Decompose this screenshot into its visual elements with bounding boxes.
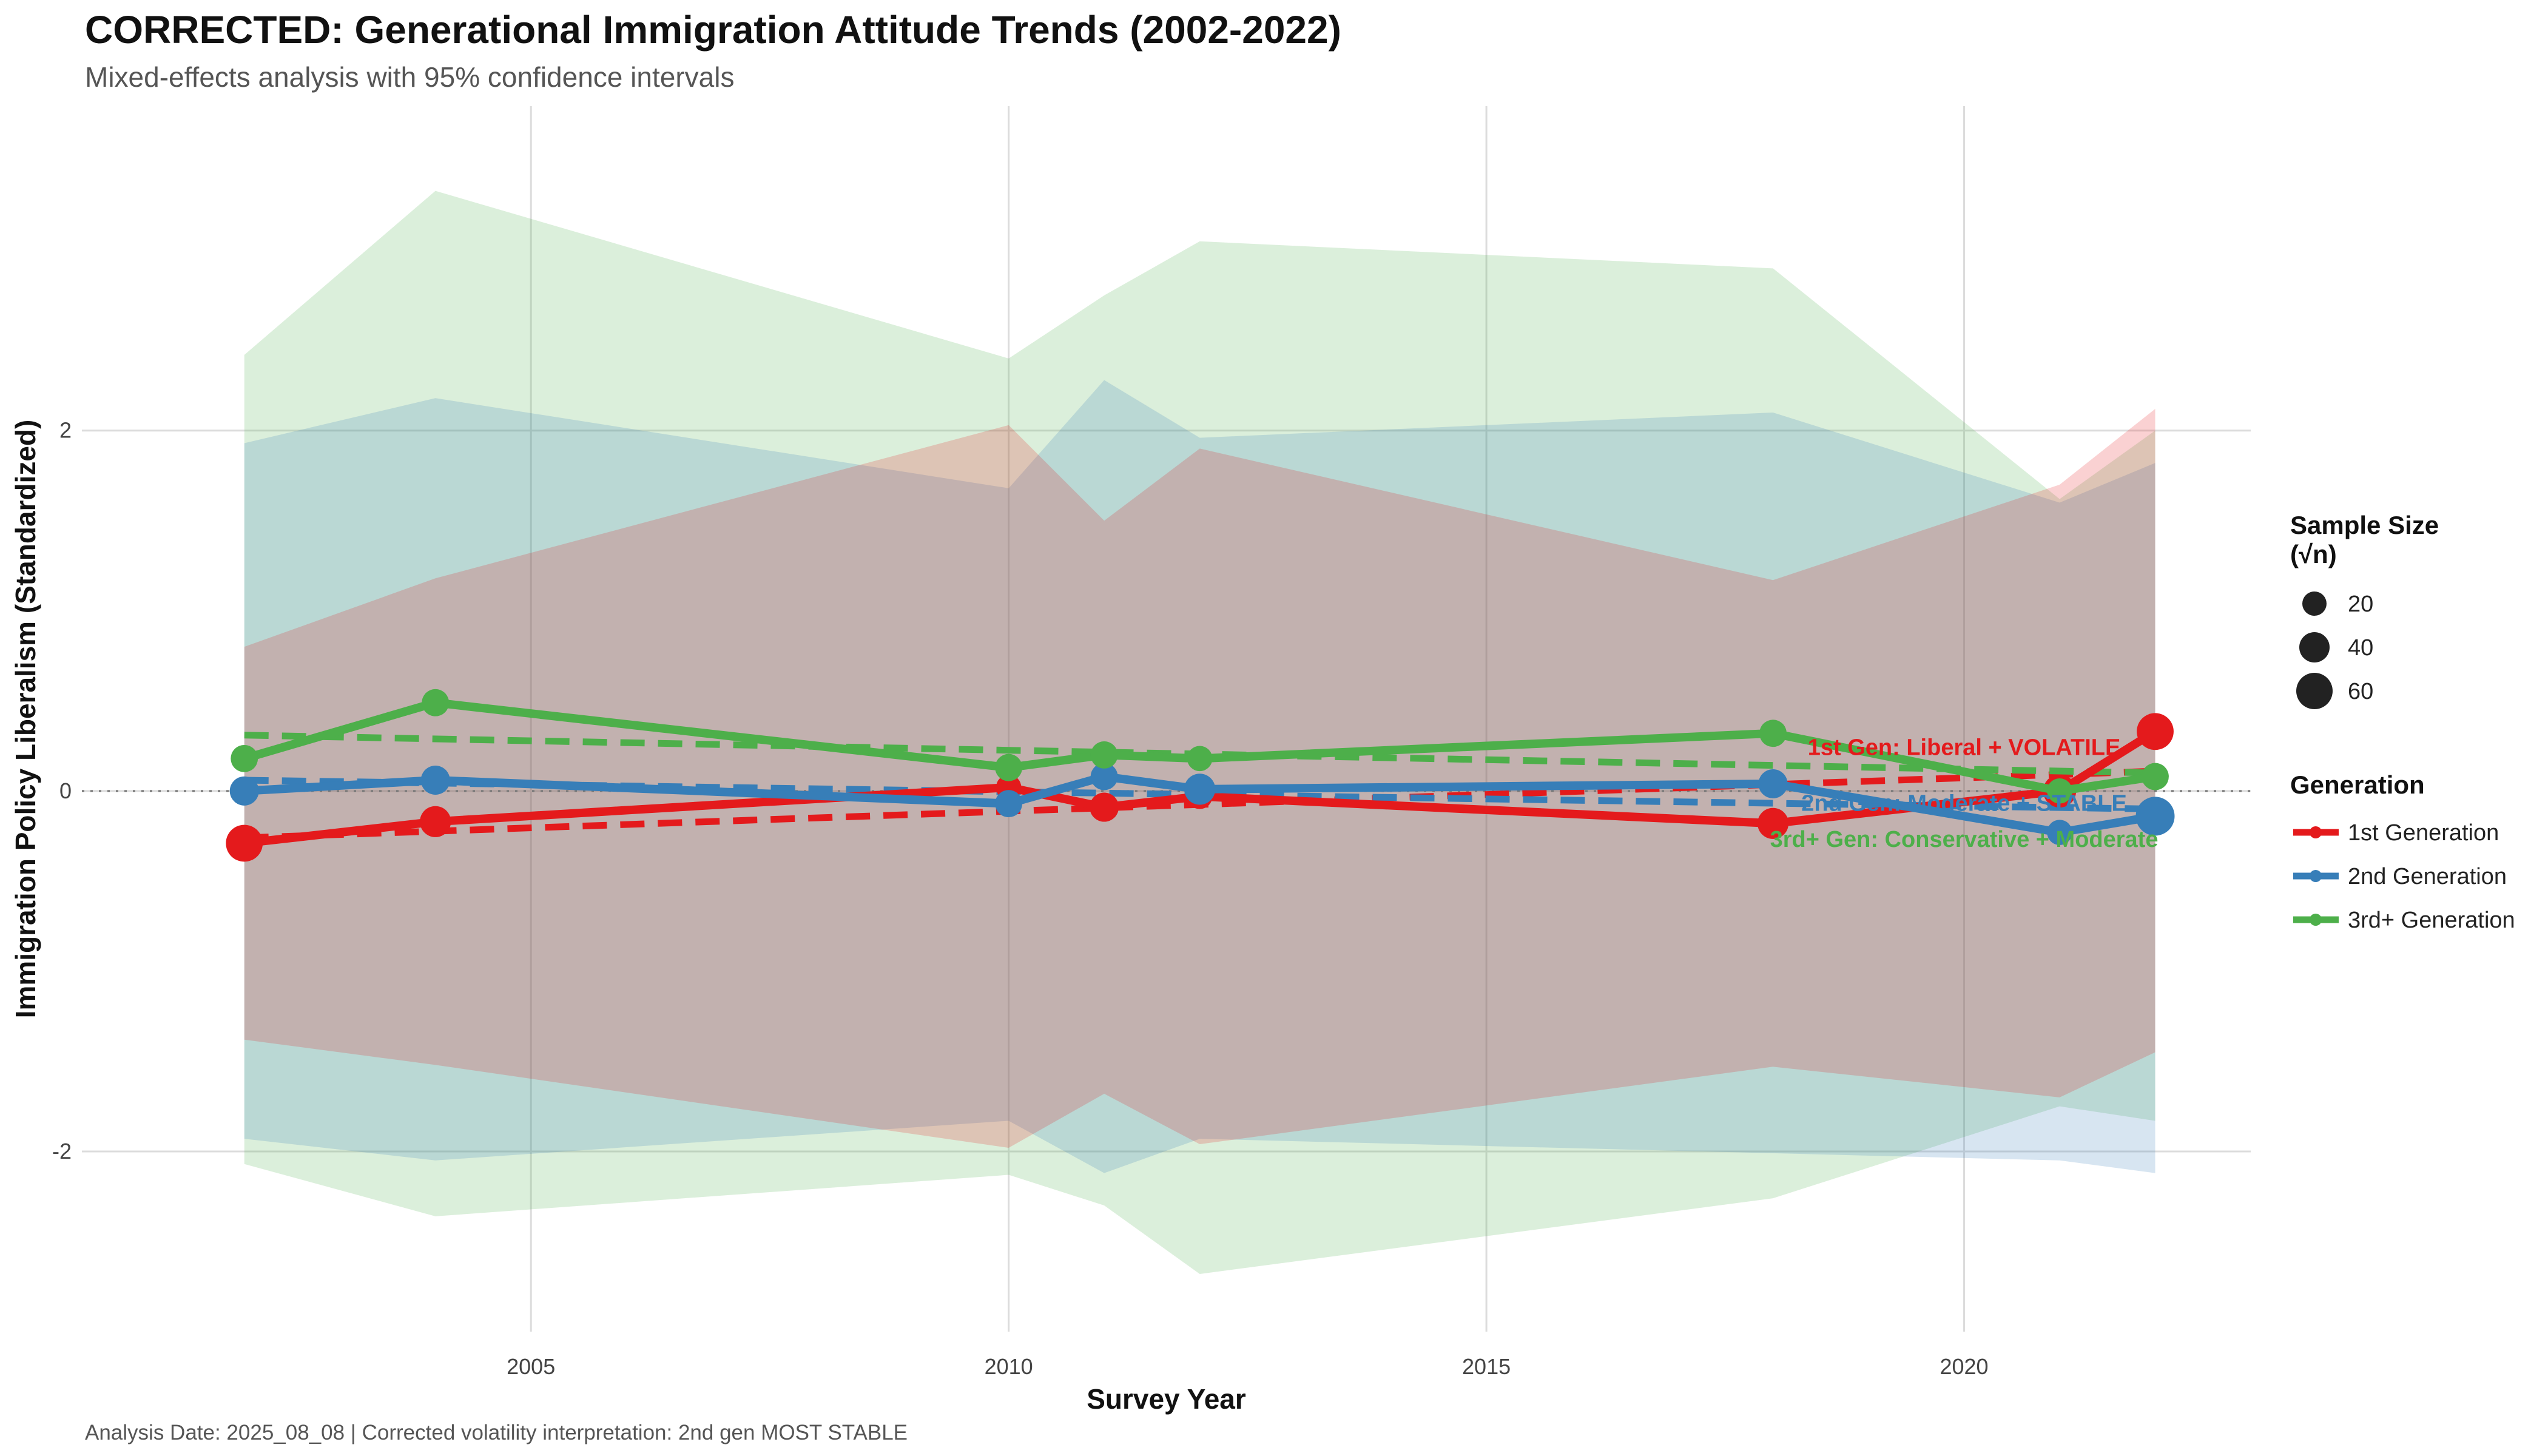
size-legend-label: 40: [2348, 635, 2373, 661]
data-point: [420, 806, 451, 837]
y-tick-label: -2: [52, 1139, 72, 1164]
data-point: [226, 824, 263, 862]
series-2: [229, 763, 2175, 845]
data-point: [1758, 769, 1788, 798]
color-legend-key-dot: [2310, 914, 2322, 926]
confidence-ribbons: [244, 190, 2155, 1274]
size-legend-key: [2302, 592, 2327, 616]
color-legend-key-dot: [2310, 826, 2322, 838]
size-legend: Sample Size(√n) 20 40 60: [2290, 511, 2439, 709]
chart-caption: Analysis Date: 2025_08_08 | Corrected vo…: [85, 1421, 908, 1444]
data-point: [231, 744, 258, 772]
color-legend: Generation 1st Generation 2nd Generation 3r…: [2290, 770, 2515, 933]
series-line: [240, 698, 2160, 795]
data-point: [1759, 720, 1787, 747]
size-legend-title: Sample Size: [2290, 511, 2439, 539]
x-tick-label: 2005: [507, 1354, 555, 1379]
color-legend-title: Generation: [2290, 770, 2425, 799]
data-point: [2142, 763, 2169, 790]
ci-ribbon-3: [244, 190, 2155, 1274]
data-point: [420, 766, 450, 795]
color-legend-label: 3rd+ Generation: [2348, 908, 2515, 933]
data-point: [995, 753, 1023, 781]
series-3: [231, 689, 2169, 804]
size-legend-title: (√n): [2290, 540, 2337, 568]
color-legend-label: 2nd Generation: [2348, 864, 2507, 889]
y-axis-title: Immigration Policy Liberalism (Standardi…: [10, 420, 41, 1019]
y-tick-label: 2: [59, 418, 72, 443]
series-line: [240, 772, 2160, 837]
x-tick-label: 2020: [1940, 1354, 1988, 1379]
data-point: [1184, 774, 1216, 805]
color-legend-key-dot: [2310, 870, 2322, 882]
data-point: [1090, 763, 1118, 790]
data-point: [1090, 792, 1119, 822]
chart-title: CORRECTED: Generational Immigration Atti…: [85, 8, 1341, 52]
size-legend-label: 60: [2348, 679, 2373, 704]
data-point: [1757, 807, 1789, 839]
annotation-1: 1st Gen: Liberal + VOLATILE: [1808, 735, 2121, 760]
size-legend-label: 20: [2348, 592, 2373, 617]
series-line: [240, 727, 2160, 848]
x-axis-title: Survey Year: [1087, 1383, 1246, 1415]
data-point: [2135, 797, 2175, 836]
annotation-2: 2nd Gen: Moderate + STABLE: [1801, 791, 2127, 817]
color-legend-label: 1st Generation: [2348, 820, 2499, 846]
size-legend-key: [2299, 632, 2330, 662]
data-point: [2137, 713, 2174, 750]
data-point: [2047, 820, 2072, 845]
annotation-3: 3rd+ Gen: Conservative + Moderate: [1770, 827, 2159, 852]
chart-subtitle: Mixed-effects analysis with 95% confiden…: [85, 61, 735, 93]
y-tick-label: 0: [59, 778, 72, 803]
data-point: [995, 790, 1023, 818]
data-point: [422, 689, 450, 716]
size-legend-key: [2296, 673, 2333, 709]
data-point: [1187, 746, 1213, 772]
data-point: [1090, 741, 1118, 769]
x-tick-label: 2010: [985, 1354, 1033, 1379]
data-point: [229, 776, 259, 806]
data-point: [2047, 778, 2072, 804]
x-tick-label: 2015: [1462, 1354, 1511, 1379]
